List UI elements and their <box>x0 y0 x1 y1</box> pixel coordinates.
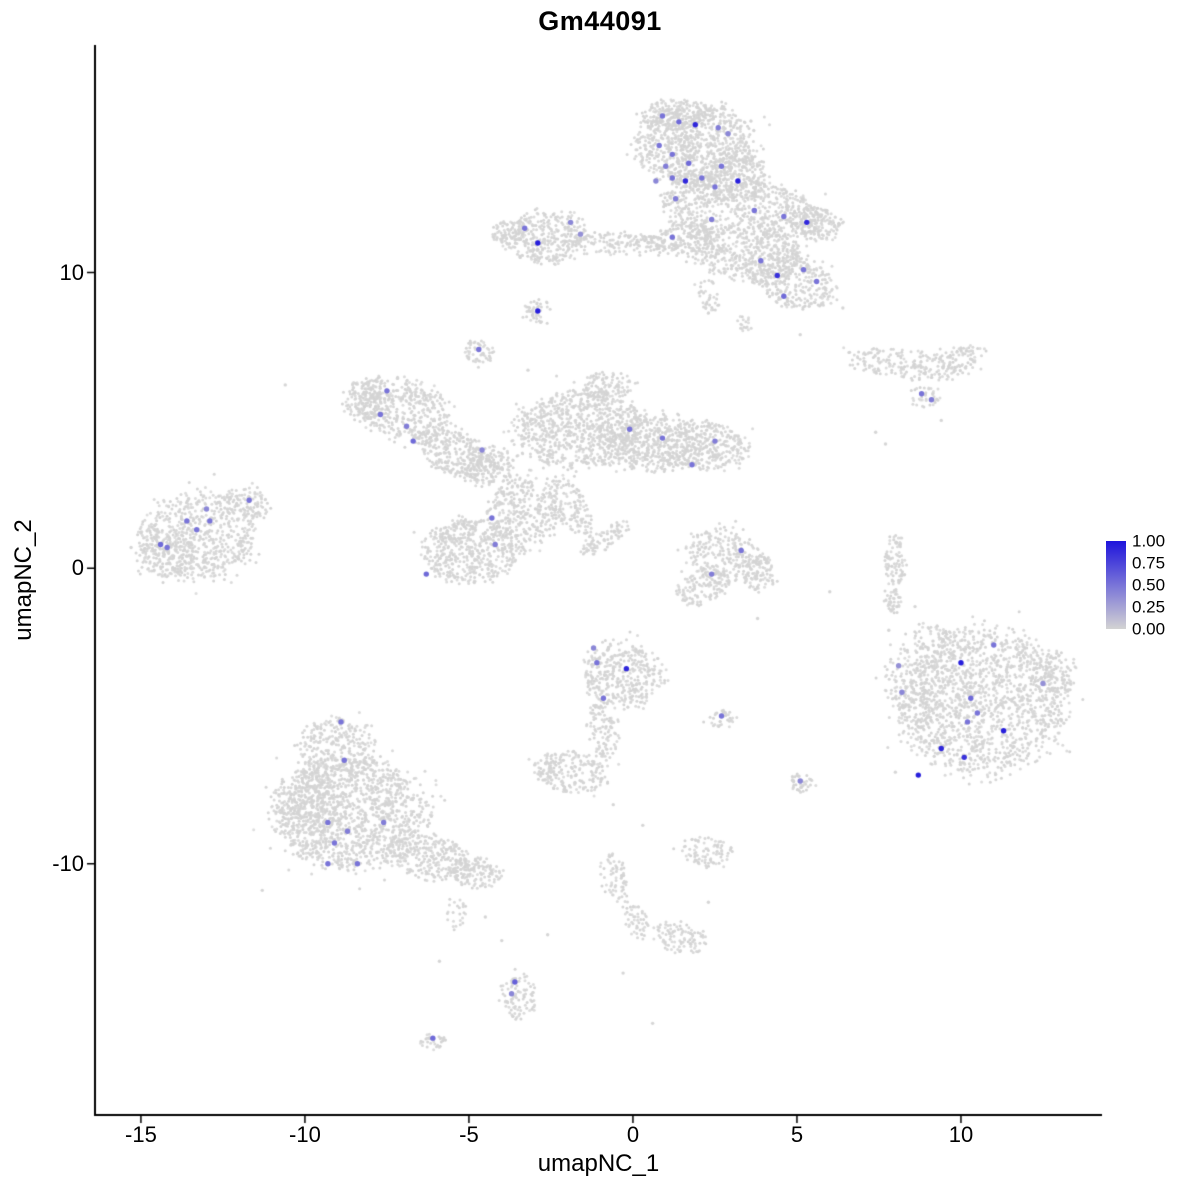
legend-label: 0.25 <box>1132 597 1166 617</box>
legend-label: 0.50 <box>1132 575 1166 595</box>
expression-legend: 1.00 0.75 0.50 0.25 0.00 <box>1106 533 1196 641</box>
x-axis-label: umapNC_1 <box>537 1150 660 1177</box>
y-tick-label: -10 <box>52 850 84 876</box>
y-tick-label: 10 <box>59 259 84 285</box>
plot-title: Gm44091 <box>538 6 662 36</box>
legend-colorbar <box>1106 541 1126 629</box>
legend-tick-labels: 1.00 0.75 0.50 0.25 0.00 <box>1132 533 1192 638</box>
y-tick-label: 0 <box>71 555 84 581</box>
x-tick-label: 0 <box>626 1122 640 1147</box>
legend-label: 1.00 <box>1132 531 1166 551</box>
x-tick-label: 5 <box>790 1122 804 1147</box>
legend-label: 0.75 <box>1132 553 1166 573</box>
x-tick-label: -15 <box>125 1122 157 1147</box>
x-tick-label: -10 <box>289 1122 321 1147</box>
legend-label: 0.00 <box>1132 619 1166 639</box>
x-tick-label: -5 <box>459 1122 479 1147</box>
x-tick-label: 10 <box>948 1122 974 1147</box>
